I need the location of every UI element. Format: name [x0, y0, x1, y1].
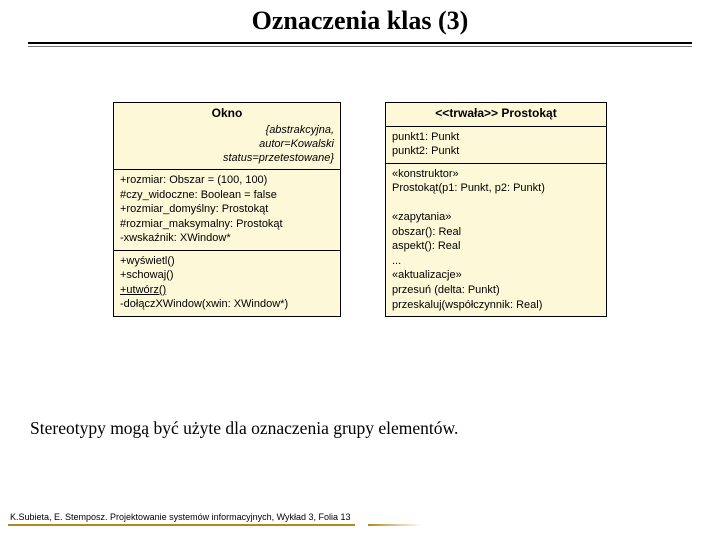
uml-name-compartment: <<trwała>> Prostokąt	[386, 103, 606, 127]
op: obszar(): Real	[392, 225, 600, 240]
footer: K.Subieta, E. Stemposz. Projektowanie sy…	[0, 507, 720, 526]
footer-accent-tail	[368, 524, 422, 526]
attr: punkt2: Punkt	[392, 144, 600, 159]
uml-name-compartment: Okno {abstrakcyjna, autor=Kowalski statu…	[114, 103, 340, 170]
attr: -xwskaźnik: XWindow*	[120, 231, 334, 246]
uml-operations: +wyświetl() +schowaj() +utwórz() -dołącz…	[114, 251, 340, 316]
attr: #rozmiar_maksymalny: Prostokąt	[120, 217, 334, 232]
op: aspekt(): Real	[392, 239, 600, 254]
op-blank	[392, 196, 600, 211]
op: «zapytania»	[392, 210, 600, 225]
class-properties: {abstrakcyjna, autor=Kowalski status=prz…	[120, 123, 334, 165]
op: -dołączXWindow(xwin: XWindow*)	[120, 297, 334, 312]
uml-attributes: +rozmiar: Obszar = (100, 100) #czy_widoc…	[114, 170, 340, 251]
title-rule-thick	[28, 42, 692, 44]
body-paragraph: Stereotypy mogą być użyte dla oznaczenia…	[30, 418, 458, 439]
op: «konstruktor»	[392, 167, 600, 182]
class-name: Okno	[120, 106, 334, 122]
uml-class-okno: Okno {abstrakcyjna, autor=Kowalski statu…	[113, 102, 341, 317]
op: przesuń (delta: Punkt)	[392, 283, 600, 298]
title-rule-thin	[28, 46, 692, 47]
class-name: <<trwała>> Prostokąt	[392, 106, 600, 122]
uml-class-prostokat: <<trwała>> Prostokąt punkt1: Punkt punkt…	[385, 102, 607, 317]
op: ...	[392, 254, 600, 269]
attr: +rozmiar_domyślny: Prostokąt	[120, 202, 334, 217]
op: Prostokąt(p1: Punkt, p2: Punkt)	[392, 181, 600, 196]
attr: punkt1: Punkt	[392, 130, 600, 145]
footer-text: K.Subieta, E. Stemposz. Projektowanie sy…	[8, 510, 355, 526]
attr: +rozmiar: Obszar = (100, 100)	[120, 173, 334, 188]
op-static: +utwórz()	[120, 283, 334, 298]
uml-attributes: punkt1: Punkt punkt2: Punkt	[386, 127, 606, 164]
op: przeskaluj(współczynnik: Real)	[392, 298, 600, 313]
diagram-area: Okno {abstrakcyjna, autor=Kowalski statu…	[0, 102, 720, 317]
uml-operations: «konstruktor» Prostokąt(p1: Punkt, p2: P…	[386, 164, 606, 316]
attr: #czy_widoczne: Boolean = false	[120, 188, 334, 203]
op: «aktualizacje»	[392, 268, 600, 283]
op: +schowaj()	[120, 268, 334, 283]
page-title: Oznaczenia klas (3)	[252, 6, 469, 40]
op: +wyświetl()	[120, 254, 334, 269]
